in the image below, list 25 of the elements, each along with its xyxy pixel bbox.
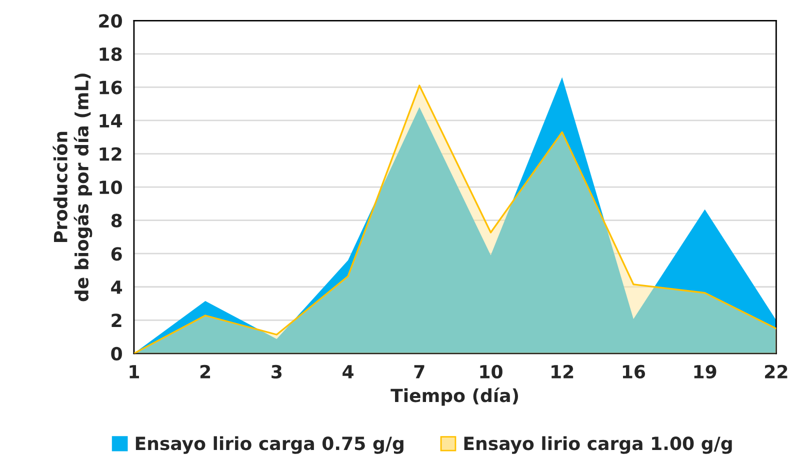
- x-tick-label: 12: [552, 364, 574, 378]
- y-tick-label: 18: [100, 47, 122, 62]
- x-tick-label: 3: [272, 364, 282, 379]
- legend-label: Ensayo lirio carga 1.00 g/g: [464, 436, 732, 454]
- y-tick-label: 6: [111, 247, 122, 261]
- x-axis-title: Tiempo (día): [390, 388, 518, 406]
- y-tick-label: 0: [111, 346, 122, 361]
- y-tick-label: 2: [112, 314, 122, 328]
- y-axis-title: Producción de biogás por día (mL): [52, 74, 92, 302]
- x-tick-label: 22: [765, 364, 788, 378]
- legend-label: Ensayo lirio carga 0.75 g/g: [136, 436, 404, 454]
- y-tick-label: 16: [100, 80, 122, 94]
- y-tick-label: 10: [100, 180, 122, 194]
- x-tick-label: 7: [414, 365, 424, 378]
- x-tick-label: 1: [130, 365, 139, 378]
- y-tick-label: 4: [111, 280, 122, 294]
- x-tick-label: 19: [694, 364, 716, 379]
- x-tick-label: 4: [342, 365, 354, 378]
- x-tick-label: 2: [200, 364, 210, 378]
- y-tick-label: 20: [99, 14, 122, 28]
- y-tick-label: 12: [100, 147, 122, 161]
- x-tick-label: 10: [480, 364, 502, 379]
- y-tick-label: 8: [111, 214, 122, 228]
- y-tick-label: 14: [100, 114, 122, 128]
- x-tick-label: 16: [622, 364, 646, 379]
